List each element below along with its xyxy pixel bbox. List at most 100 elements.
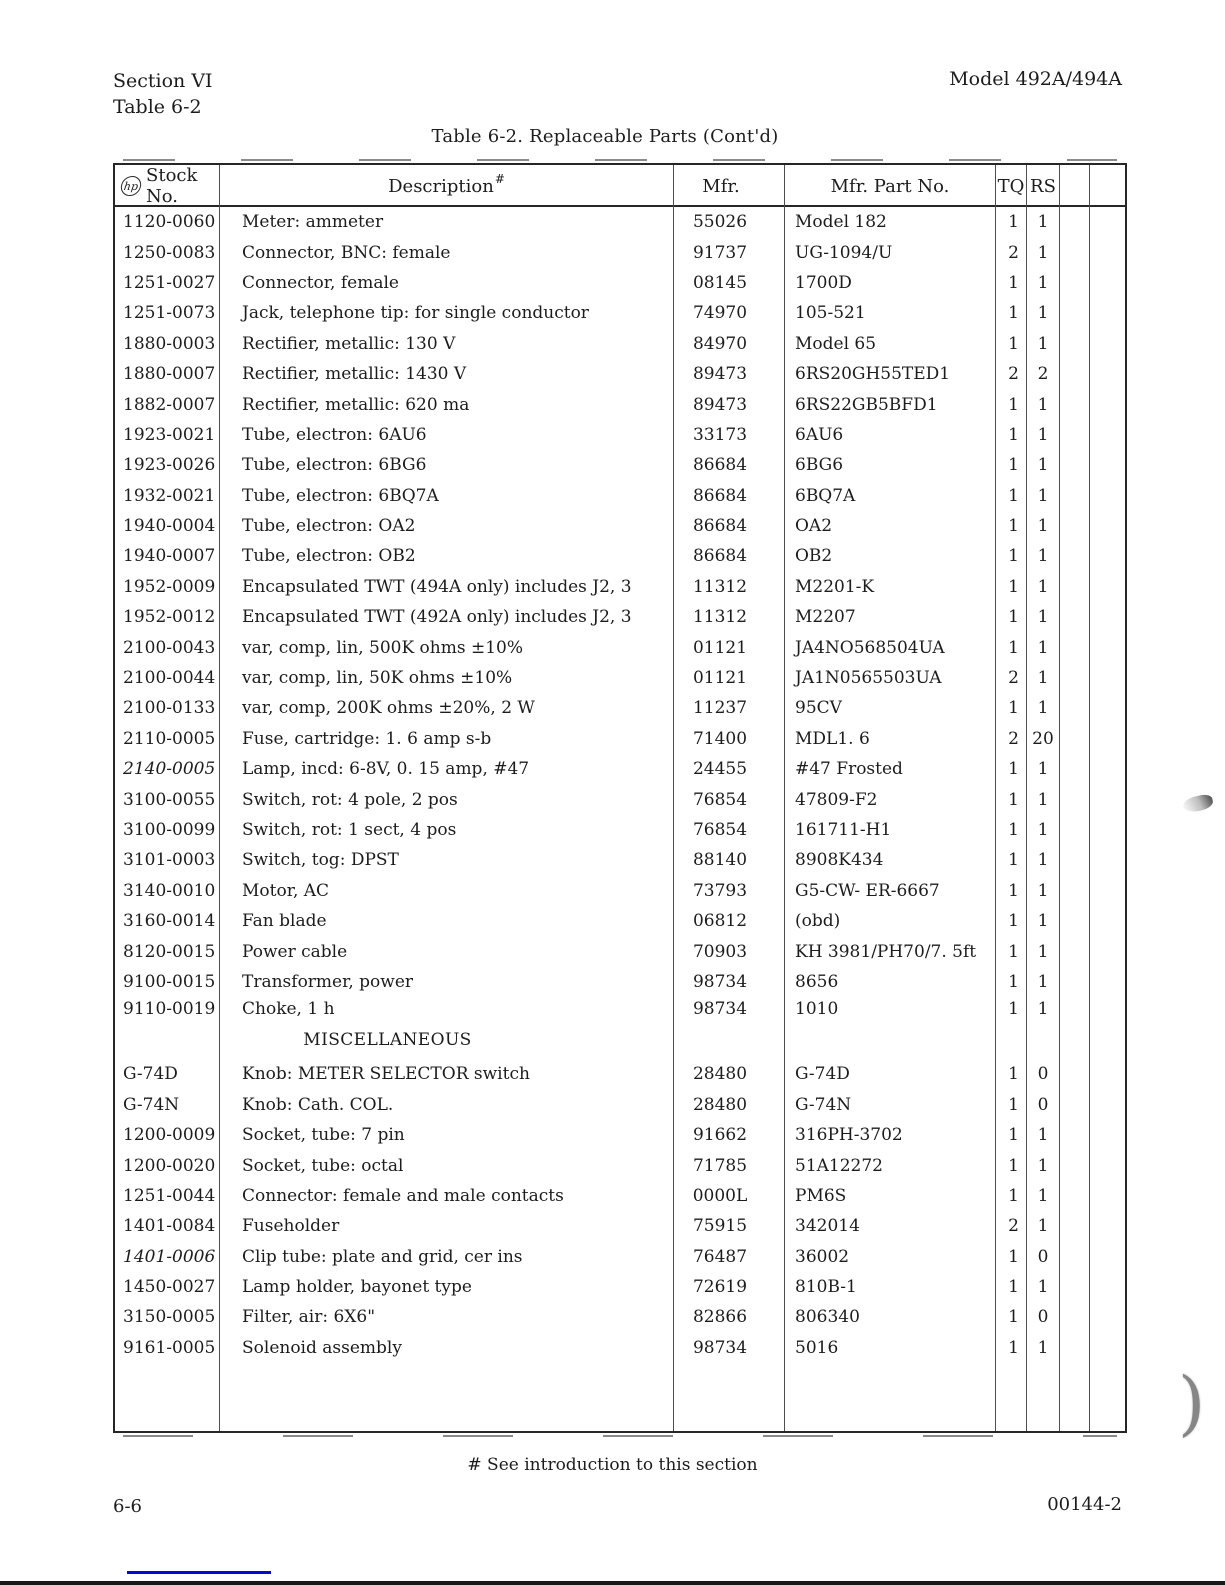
- table-row: 1450-0027 Lamp holder, bayonet type 7261…: [115, 1271, 1125, 1303]
- cell-rs: 1: [1027, 754, 1060, 785]
- table-row: G-74N Knob: Cath. COL. 28480 G-74N 1 0: [115, 1089, 1125, 1120]
- cell-tq: [996, 1021, 1027, 1060]
- cell-stock-no: 9161-0005: [115, 1332, 220, 1364]
- cell-mfr: 86684: [674, 541, 785, 572]
- cell-tq: 1: [996, 389, 1027, 420]
- cell-description: Switch, rot: 1 sect, 4 pos: [220, 814, 674, 846]
- cell-description: var, comp, 200K ohms ±20%, 2 W: [220, 693, 674, 724]
- cell-empty-1: [1060, 602, 1090, 633]
- cell-mfr: 89473: [674, 358, 785, 390]
- cell-tq: 1: [996, 632, 1027, 663]
- cell-mfr: 73793: [674, 875, 785, 906]
- cell-rs: 1: [1027, 267, 1060, 299]
- cell-mfr-part-no: G-74N: [785, 1089, 996, 1120]
- cell-rs: 1: [1027, 784, 1060, 815]
- cell-rs: 1: [1027, 966, 1060, 998]
- cell-stock-no: 1251-0073: [115, 298, 220, 329]
- cell-mfr: 11312: [674, 602, 785, 633]
- cell-mfr-part-no: 161711-H1: [785, 814, 996, 846]
- cell-description: Tube, electron: OB2: [220, 541, 674, 572]
- cell-mfr: 28480: [674, 1059, 785, 1090]
- cell-tq: 2: [996, 237, 1027, 268]
- cell-tq: 1: [996, 207, 1027, 238]
- cell-empty-2: [1090, 754, 1125, 784]
- cell-rs: 1: [1027, 1271, 1060, 1303]
- scan-bottom-edge-artifact: [0, 1581, 1225, 1585]
- cell-mfr-part-no: 1010: [785, 997, 996, 1022]
- cell-tq: 1: [996, 936, 1027, 967]
- cell-tq: 1: [996, 328, 1027, 359]
- cell-empty-2: [1090, 359, 1125, 389]
- cell-description: Fuseholder: [220, 1211, 674, 1242]
- cell-description: Connector: female and male contacts: [220, 1180, 674, 1212]
- cell-stock-no: 3100-0055: [115, 784, 220, 815]
- cell-description: Fuse, cartridge: 1. 6 amp s-b: [220, 723, 674, 755]
- cell-rs: 1: [1027, 936, 1060, 967]
- section-label: Section VI: [113, 70, 213, 92]
- cell-empty-2: [1090, 663, 1125, 693]
- cell-tq: 1: [996, 997, 1027, 1022]
- cell-description: Power cable: [220, 936, 674, 967]
- cell-mfr-part-no: 105-521: [785, 298, 996, 329]
- cell-mfr: 08145: [674, 267, 785, 299]
- cell-mfr-part-no: 8908K434: [785, 845, 996, 876]
- cell-tq: 1: [996, 1150, 1027, 1181]
- col-header-rs: RS: [1027, 165, 1060, 207]
- cell-empty-2: [1090, 511, 1125, 541]
- cell-empty-2: [1090, 876, 1125, 906]
- cell-mfr-part-no: 1700D: [785, 267, 996, 299]
- cell-tq: 2: [996, 723, 1027, 755]
- cell-tq: 1: [996, 693, 1027, 724]
- cell-rs: 1: [1027, 1180, 1060, 1212]
- table-row: 2100-0044 var, comp, lin, 50K ohms ±10% …: [115, 662, 1125, 694]
- cell-description: Motor, AC: [220, 875, 674, 906]
- cell-description: Switch, rot: 4 pole, 2 pos: [220, 784, 674, 815]
- cell-description: Connector, BNC: female: [220, 237, 674, 268]
- cell-mfr-part-no: (obd): [785, 905, 996, 937]
- table-row: 1401-0006 Clip tube: plate and grid, cer…: [115, 1241, 1125, 1272]
- cell-mfr-part-no: 6AU6: [785, 419, 996, 451]
- cell-empty-1: [1060, 510, 1090, 542]
- cell-rs: 1: [1027, 541, 1060, 572]
- cell-mfr-part-no: 342014: [785, 1211, 996, 1242]
- table-title: Table 6-2. Replaceable Parts (Cont'd): [431, 126, 779, 147]
- cell-empty-1: [1060, 966, 1090, 998]
- cell-mfr-part-no: M2207: [785, 602, 996, 633]
- cell-rs: [1027, 1363, 1060, 1431]
- cell-empty-1: [1060, 905, 1090, 937]
- cell-mfr: 82866: [674, 1302, 785, 1333]
- cell-rs: 1: [1027, 662, 1060, 694]
- cell-mfr: 71785: [674, 1150, 785, 1181]
- cell-mfr-part-no: 6RS22GB5BFD1: [785, 389, 996, 420]
- cell-empty-2: [1090, 389, 1125, 419]
- cell-stock-no: 9100-0015: [115, 966, 220, 998]
- cell-empty-1: [1060, 389, 1090, 420]
- cell-tq: 1: [996, 754, 1027, 785]
- cell-stock-no: 3100-0099: [115, 814, 220, 846]
- cell-tq: 1: [996, 1119, 1027, 1151]
- table-footnote: # See introduction to this section: [467, 1455, 758, 1475]
- cell-mfr: 01121: [674, 662, 785, 694]
- table-body: 1120-0060 Meter: ammeter 55026 Model 182…: [115, 207, 1125, 1431]
- cell-empty-1: [1060, 571, 1090, 603]
- cell-tq: 1: [996, 905, 1027, 937]
- cell-mfr-part-no: 806340: [785, 1302, 996, 1333]
- cell-stock-no: 1882-0007: [115, 389, 220, 420]
- cell-mfr: 11237: [674, 693, 785, 724]
- cell-empty-1: [1060, 632, 1090, 663]
- cell-empty-2: [1090, 298, 1125, 328]
- table-row: 2100-0133 var, comp, 200K ohms ±20%, 2 W…: [115, 693, 1125, 724]
- cell-description: Solenoid assembly: [220, 1332, 674, 1364]
- cell-empty-2: [1090, 724, 1125, 754]
- cell-rs: 1: [1027, 845, 1060, 876]
- cell-description: Transformer, power: [220, 966, 674, 998]
- page-number: 6-6: [113, 1496, 142, 1517]
- cell-stock-no: 2110-0005: [115, 723, 220, 755]
- cell-empty-2: [1090, 1181, 1125, 1211]
- cell-mfr-part-no: 95CV: [785, 693, 996, 724]
- cell-description: Knob: Cath. COL.: [220, 1089, 674, 1120]
- cell-tq: 1: [996, 1271, 1027, 1303]
- cell-empty-2: [1090, 329, 1125, 359]
- table-row: 1952-0009 Encapsulated TWT (494A only) i…: [115, 571, 1125, 603]
- cell-empty-2: [1090, 1242, 1125, 1272]
